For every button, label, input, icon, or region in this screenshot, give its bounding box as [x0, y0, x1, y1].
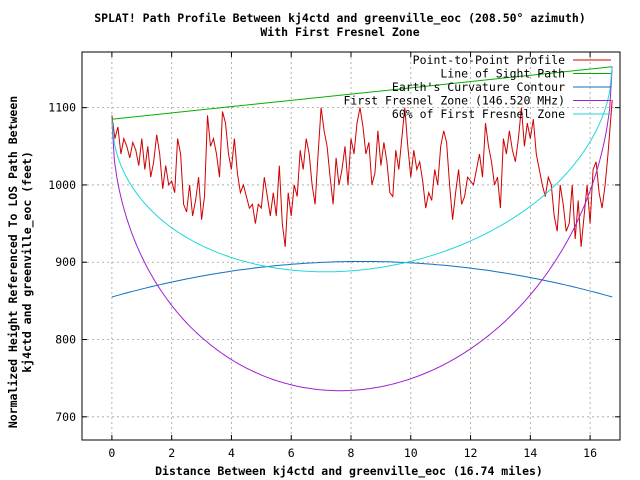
x-tick-label: 2 [168, 446, 175, 460]
chart-title: SPLAT! Path Profile Between kj4ctd and g… [94, 11, 586, 26]
legend-label-fresnel: First Fresnel Zone (146.520 MHz) [343, 94, 565, 108]
x-tick-label: 12 [464, 446, 478, 460]
plot-frame [81, 51, 621, 441]
axis-ticks: 0 2 4 6 8 10 12 14 16 700 800 900 1000 1100 [48, 52, 620, 460]
series-line-terrain [111, 99, 613, 247]
legend-label-los: Line of Sight Path [440, 67, 565, 81]
y-tick-label: 1000 [48, 178, 76, 192]
y-axis-label-line2: kj4ctd and greenville_eoc (feet) [20, 151, 35, 373]
x-tick-label: 0 [108, 446, 115, 460]
series-line-curvature [111, 261, 613, 298]
chart-subtitle: With First Fresnel Zone [260, 25, 419, 39]
y-tick-label: 700 [55, 410, 76, 424]
x-tick-label: 8 [348, 446, 355, 460]
x-tick-label: 10 [404, 446, 418, 460]
y-tick-label: 900 [55, 255, 76, 269]
series-line-los [111, 66, 613, 120]
y-tick-label: 1100 [48, 101, 76, 115]
series-line-fresnel [111, 66, 613, 392]
legend-label-curvature: Earth's Curvature Contour [392, 80, 565, 94]
x-tick-label: 4 [228, 446, 235, 460]
x-axis-label: Distance Between kj4ctd and greenville_e… [155, 464, 543, 479]
x-tick-label: 16 [583, 446, 597, 460]
y-axis-label-line1: Normalized Height Referenced To LOS Path… [6, 96, 20, 428]
legend-label-fresnel60: 60% of First Fresnel Zone [392, 107, 565, 121]
x-tick-label: 14 [523, 446, 537, 460]
y-tick-label: 800 [55, 333, 76, 347]
series-group [111, 66, 613, 392]
x-tick-label: 6 [288, 446, 295, 460]
legend-label-terrain: Point-to-Point Profile [413, 53, 565, 67]
series-line-fresnel60 [111, 66, 613, 273]
